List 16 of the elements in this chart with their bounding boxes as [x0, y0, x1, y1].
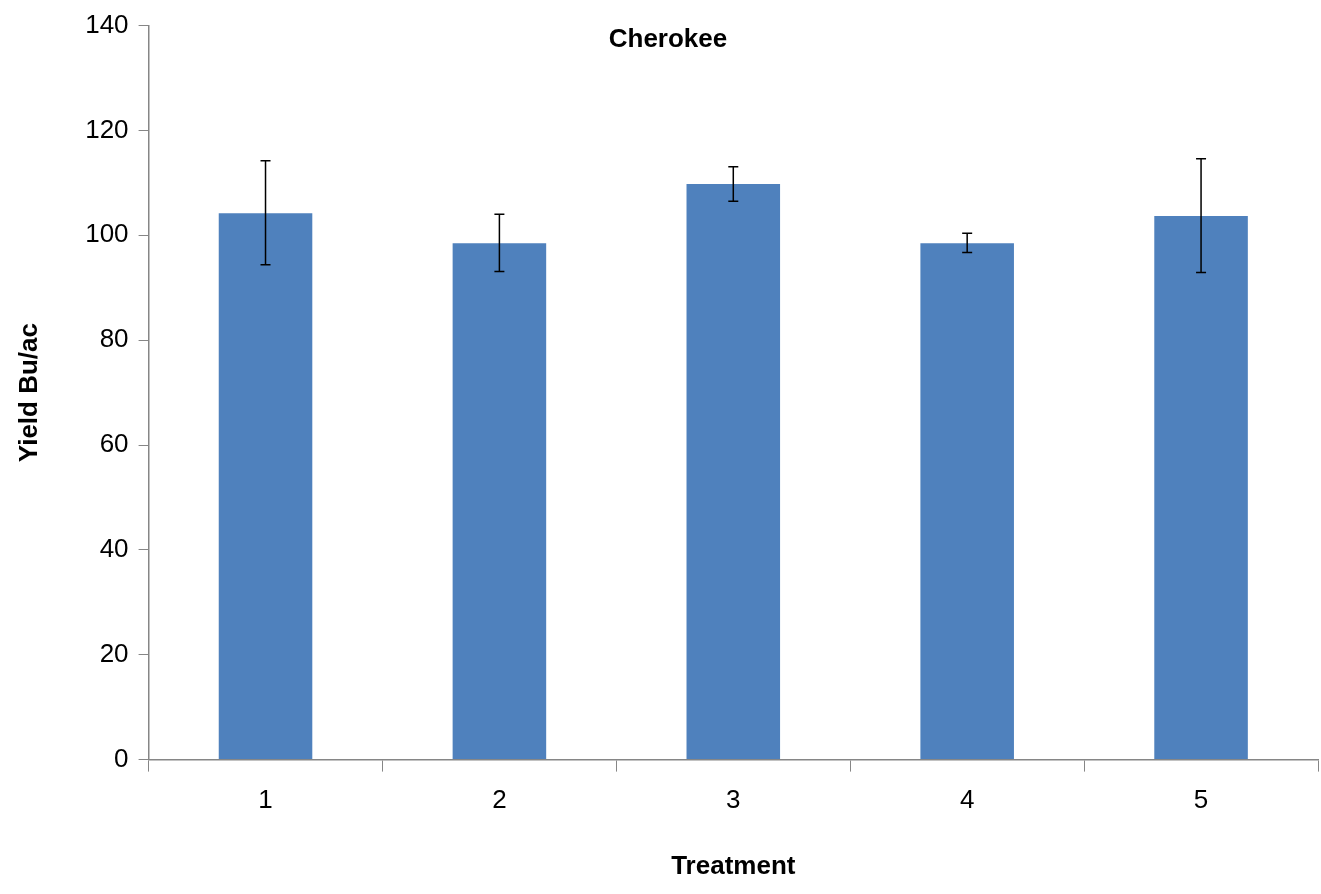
y-tick-label: 120 — [85, 113, 129, 144]
y-tick-label: 40 — [99, 533, 129, 564]
chart-title: Cherokee — [608, 22, 728, 53]
y-tick-label: 140 — [85, 8, 129, 39]
y-tick-label: 80 — [99, 323, 129, 354]
x-tick-label: 4 — [959, 784, 975, 815]
y-tick-label: 0 — [114, 742, 129, 773]
x-tick-label: 5 — [1193, 784, 1209, 815]
y-tick-label: 100 — [85, 218, 129, 249]
x-tick-label: 3 — [726, 784, 741, 815]
x-tick-label: 1 — [258, 784, 273, 815]
y-tick-label: 20 — [99, 637, 129, 668]
x-tick-label: 2 — [492, 784, 507, 815]
y-tick-label: 60 — [99, 428, 129, 459]
y-axis-title: Yield Bu/ac — [12, 323, 43, 463]
x-axis-title: Treatment — [671, 849, 796, 880]
